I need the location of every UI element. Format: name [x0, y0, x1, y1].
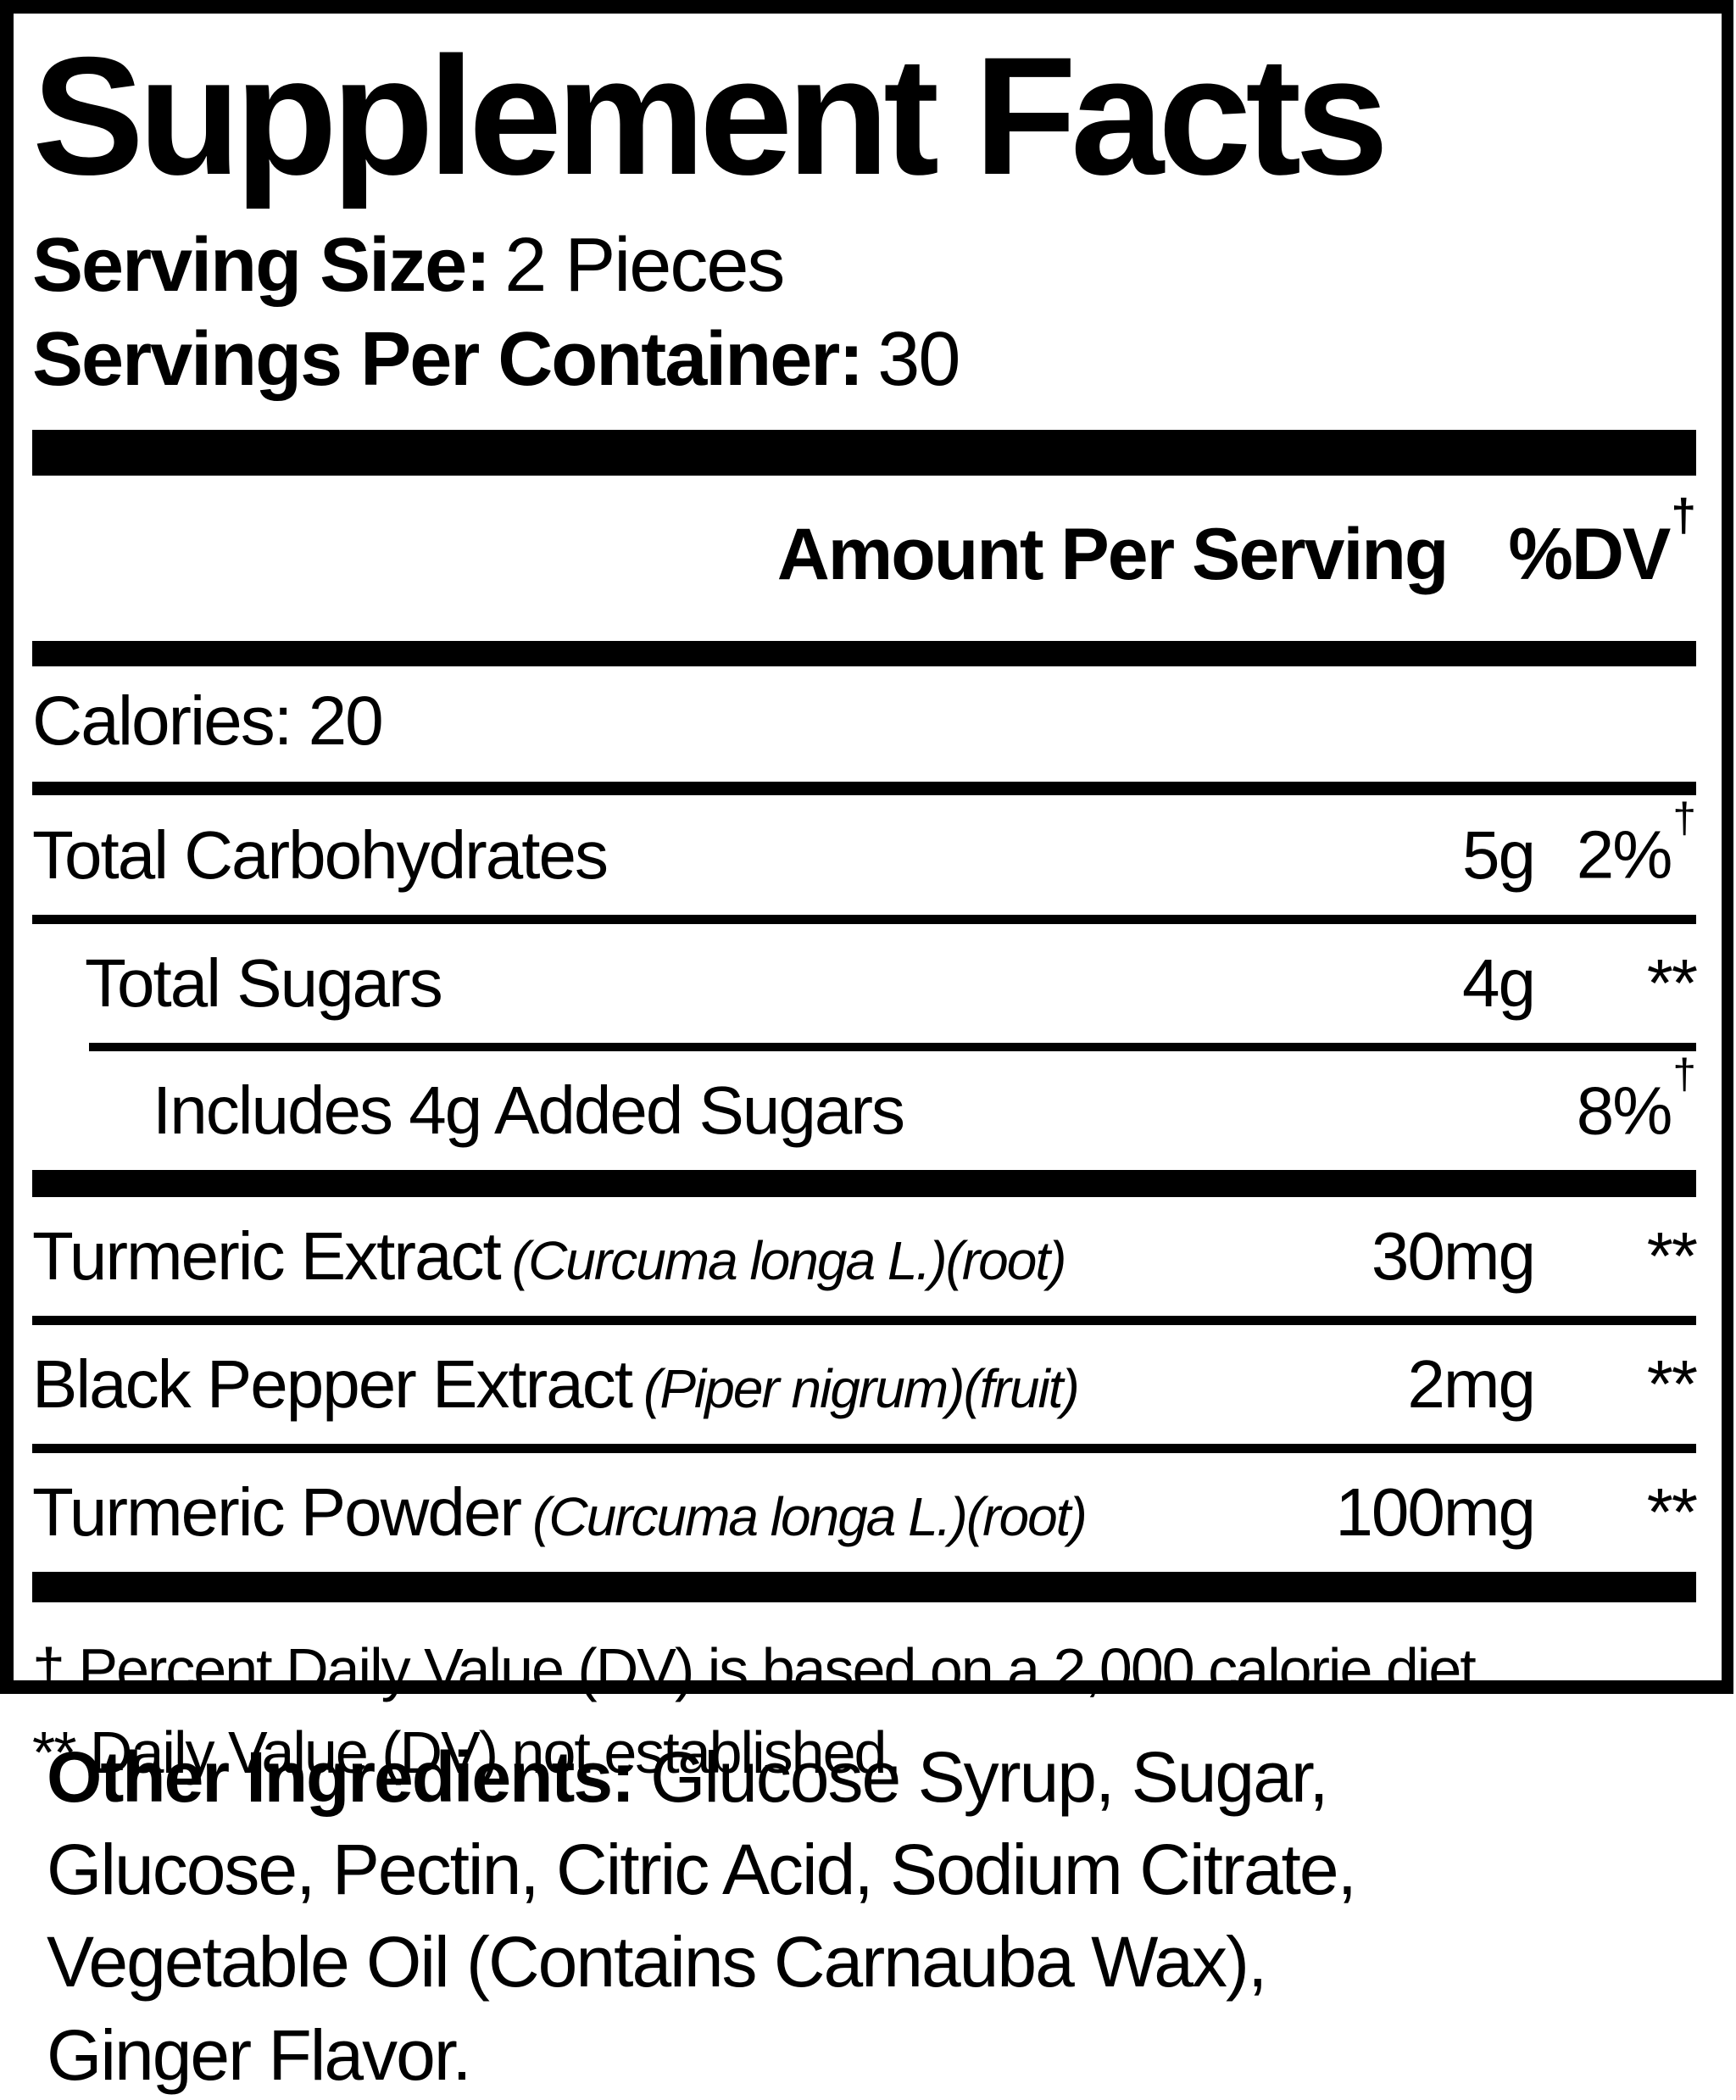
nutrient-row-total-carbohydrates: Total Carbohydrates 5g 2%† — [32, 794, 1696, 915]
servings-per-container-value: 30 — [877, 317, 960, 403]
nutrient-name: Total Sugars — [85, 944, 443, 1021]
botanical-name: Turmeric Extract (Curcuma longa L.)(root) — [32, 1217, 1255, 1295]
botanical-name-text: Turmeric Extract — [32, 1218, 502, 1295]
other-ingredients-label: Other Ingredients: — [47, 1737, 635, 1817]
botanical-row-turmeric-powder: Turmeric Powder (Curcuma longa L.)(root) … — [32, 1453, 1698, 1572]
footnote-not-established: ** Daily Value (DV) not established. — [32, 1719, 902, 1786]
amount-cell: 2mg — [1407, 1346, 1536, 1423]
panel-title: Supplement Facts — [32, 22, 1388, 209]
amount-per-serving-header: Amount Per Serving — [776, 514, 1449, 596]
footnote-daily-value: † Percent Daily Value (DV) is based on a… — [32, 1636, 1491, 1703]
separator-bar-header — [32, 641, 1696, 667]
amount-cell: 4g — [1462, 944, 1536, 1021]
dv-dagger: † — [1672, 794, 1696, 843]
dv-cell: 2%† — [1534, 794, 1696, 894]
nutrient-name: Total Carbohydrates — [32, 816, 609, 893]
amount-cell: 5g — [1462, 816, 1536, 893]
dv-header-dagger: † — [1671, 490, 1696, 541]
botanical-latin: (Piper nigrum)(fruit) — [643, 1358, 1080, 1420]
column-header-row: Amount Per Serving %DV† — [32, 476, 1696, 641]
calories-row: Calories: 20 — [32, 666, 1696, 782]
footnotes-section: † Percent Daily Value (DV) is based on a… — [32, 1602, 1696, 1794]
dv-dagger: † — [1672, 1050, 1696, 1098]
rule-below-total-carbohydrates — [32, 914, 1696, 924]
dv-header-label: %DV — [1508, 514, 1671, 596]
rule-below-turmeric-extract — [32, 1316, 1696, 1326]
rule-below-total-sugars — [89, 1042, 1696, 1051]
servings-per-container-label: Servings Per Container: — [32, 317, 864, 403]
rule-below-black-pepper-extract — [32, 1444, 1696, 1454]
rule-below-calories — [32, 782, 1696, 796]
botanical-row-turmeric-extract: Turmeric Extract (Curcuma longa L.)(root)… — [32, 1197, 1698, 1316]
botanical-row-black-pepper-extract: Black Pepper Extract (Piper nigrum)(fruit… — [32, 1325, 1698, 1444]
calories-value: 20 — [308, 682, 384, 760]
supplement-facts-panel: Supplement Facts Serving Size: 2 Pieces S… — [0, 0, 1733, 1785]
dv-header: %DV† — [1508, 491, 1696, 597]
serving-size-line: Serving Size: 2 Pieces — [32, 219, 1696, 314]
other-ingredients-line: Glucose, Pectin, Citric Acid, Sodium Cit… — [47, 1830, 1357, 1910]
serving-size-value: 2 Pieces — [504, 222, 785, 308]
dv-cell: ** — [1646, 1346, 1698, 1423]
botanical-name: Turmeric Powder (Curcuma longa L.)(root) — [32, 1473, 1255, 1551]
botanical-latin: (Curcuma longa L.)(root) — [511, 1230, 1067, 1292]
amount-cell: 100mg — [1335, 1474, 1536, 1551]
other-ingredients-text: Glucose Syrup, Sugar, — [650, 1737, 1328, 1817]
nutrient-name: Includes 4g Added Sugars — [153, 1072, 905, 1149]
botanical-name-text: Turmeric Powder — [32, 1474, 522, 1551]
dv-value: 2% — [1576, 816, 1673, 893]
amount-cell: 30mg — [1371, 1218, 1536, 1295]
dv-value: ** — [1646, 944, 1698, 1021]
other-ingredients-line: Ginger Flavor. — [47, 2014, 472, 2095]
botanical-name-text: Black Pepper Extract — [32, 1346, 633, 1423]
dv-cell: ** — [1646, 1474, 1698, 1551]
botanical-latin: (Curcuma longa L.)(root) — [532, 1486, 1088, 1548]
other-ingredients-line: Other Ingredients: Glucose Syrup, Sugar, — [47, 1731, 1702, 1824]
separator-bar-top — [32, 430, 1696, 476]
separator-bar-footnotes — [32, 1572, 1696, 1603]
separator-bar-botanicals — [32, 1170, 1696, 1198]
calories-label: Calories: — [32, 682, 293, 760]
botanical-name: Black Pepper Extract (Piper nigrum)(fruit… — [32, 1345, 1255, 1423]
dv-cell: 8%† — [1534, 1050, 1696, 1150]
dv-cell: ** — [1646, 1218, 1698, 1295]
other-ingredients-line: Vegetable Oil (Contains Carnauba Wax), — [47, 1922, 1267, 2003]
dv-cell: ** — [1534, 944, 1698, 1022]
other-ingredients-section: Other Ingredients: Glucose Syrup, Sugar, … — [47, 1731, 1702, 2100]
serving-size-label: Serving Size: — [32, 222, 491, 308]
nutrient-row-total-sugars: Total Sugars 4g ** — [32, 924, 1698, 1043]
servings-per-container-line: Servings Per Container: 30 — [32, 313, 1696, 408]
dv-value: 8% — [1576, 1072, 1673, 1149]
nutrient-row-added-sugars: Includes 4g Added Sugars 8%† — [32, 1050, 1696, 1171]
